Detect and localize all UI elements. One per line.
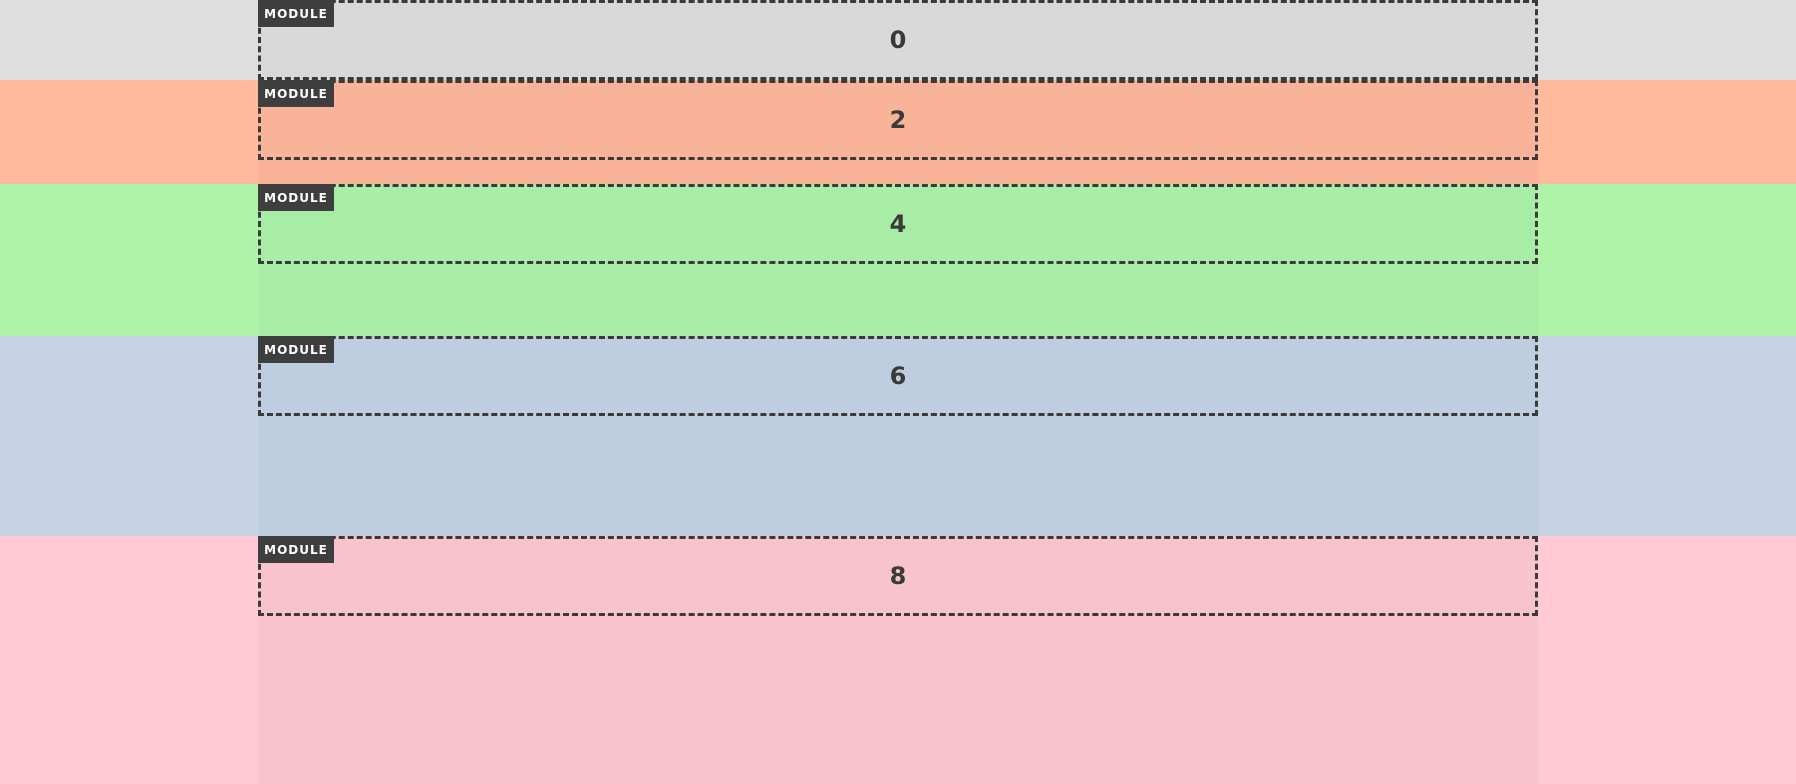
section-band-4 <box>0 536 1796 784</box>
section-band-0 <box>0 0 1796 80</box>
module-2[interactable]: MODULE 2 <box>258 80 1538 160</box>
module-0[interactable]: MODULE 0 <box>258 0 1538 80</box>
module-tag: MODULE <box>258 536 334 563</box>
module-tag: MODULE <box>258 184 334 211</box>
module-6[interactable]: MODULE 6 <box>258 336 1538 416</box>
module-number: 8 <box>889 562 907 590</box>
section-band-2 <box>0 184 1796 336</box>
section-content-1 <box>258 80 1538 184</box>
section-band-3 <box>0 336 1796 536</box>
module-number: 0 <box>889 26 907 54</box>
section-content-2 <box>258 184 1538 336</box>
section-content-0 <box>258 0 1538 80</box>
section-content-4 <box>258 536 1538 784</box>
module-tag: MODULE <box>258 336 334 363</box>
module-number: 4 <box>889 210 907 238</box>
module-tag: MODULE <box>258 80 334 107</box>
module-4[interactable]: MODULE 4 <box>258 184 1538 264</box>
module-8[interactable]: MODULE 8 <box>258 536 1538 616</box>
section-content-3 <box>258 336 1538 536</box>
module-number: 2 <box>889 106 907 134</box>
module-number: 6 <box>889 362 907 390</box>
module-tag: MODULE <box>258 0 334 27</box>
